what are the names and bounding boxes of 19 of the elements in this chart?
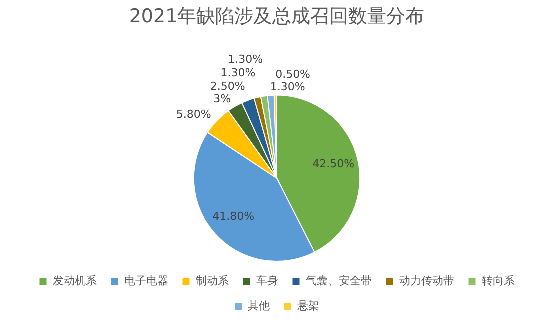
data-label: 1.30%: [220, 66, 256, 80]
legend-label: 电子电器: [124, 274, 168, 288]
legend-label: 车身: [256, 274, 278, 288]
data-label: 2.50%: [210, 80, 246, 93]
legend-label: 制动系: [196, 274, 229, 288]
chart-title: 2021年缺陷涉及总成召回数量分布: [129, 5, 425, 28]
data-label: 41.80%: [212, 210, 255, 223]
data-label: 3%: [214, 92, 232, 106]
legend-label: 动力传动带: [399, 274, 454, 288]
data-label: 1.30%: [270, 80, 306, 94]
data-label: 1.30%: [228, 53, 264, 66]
legend-label: 发动机系: [52, 274, 97, 288]
legend-label: 气囊、安全带: [306, 274, 372, 288]
data-label: 42.50%: [312, 158, 355, 171]
data-label: 5.80%: [176, 108, 212, 122]
legend-label: 悬架: [296, 300, 320, 313]
legend-label: 其他: [248, 300, 270, 313]
data-label: 0.50%: [276, 68, 311, 82]
legend-label: 转向系: [482, 274, 515, 288]
